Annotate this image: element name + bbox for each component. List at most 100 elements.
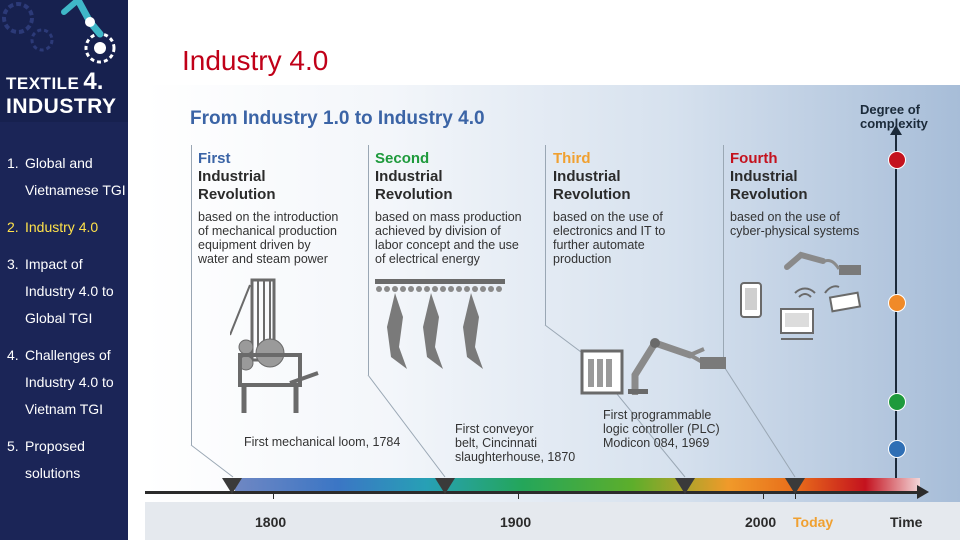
timeline-band — [145, 502, 960, 540]
logo: TEXTILE 4. INDUSTRY — [0, 0, 128, 122]
caption-line: Modicon 084, 1969 — [603, 436, 710, 450]
caption-line: slaughterhouse, 1870 — [455, 450, 576, 464]
nav-item-label-line: Global TGI — [25, 310, 93, 326]
revolution-name-line1: Industrial — [198, 168, 266, 185]
timeline-gradient — [145, 478, 920, 493]
nav-item-label-line: Proposed — [25, 438, 85, 454]
nav-item-label-line: solutions — [25, 465, 81, 481]
year-label-1900: 1900 — [500, 514, 532, 530]
sidebar-nav-item-5[interactable]: 5. Proposed solutions — [0, 433, 150, 487]
milestone-caption-conveyor: First conveyor belt, Cincinnati slaughte… — [455, 422, 575, 464]
nav-item-label-line: Industry 4.0 to — [25, 374, 114, 390]
revolution-second: Second Industrial Revolution based on ma… — [375, 150, 545, 266]
description-line: based on the introduction — [198, 210, 339, 224]
caption-line: logic controller (PLC) — [603, 422, 720, 436]
sidebar-nav-item-4[interactable]: 4. Challenges of Industry 4.0 to Vietnam TG… — [0, 342, 150, 423]
nav-item-label-line: Impact of — [25, 256, 83, 272]
revolution-ordinal: Fourth — [730, 150, 778, 167]
revolution-description: based on the use of cyber-physical syste… — [730, 210, 900, 238]
complexity-dot-second — [888, 393, 906, 411]
description-line: based on the use of — [730, 210, 840, 224]
timeline-tick — [763, 493, 764, 499]
timeline-tick — [795, 493, 796, 499]
description-line: labor concept and the use — [375, 238, 519, 252]
nav-item-number: 4. — [7, 347, 19, 363]
description-line: of electrical energy — [375, 252, 480, 266]
year-label-1800: 1800 — [255, 514, 287, 530]
sidebar-nav-item-2[interactable]: 2. Industry 4.0 — [0, 214, 150, 241]
milestone-caption-plc: First programmable logic controller (PLC… — [603, 408, 720, 450]
nav-item-number: 5. — [7, 438, 19, 454]
revolution-description: based on the use of electronics and IT t… — [553, 210, 723, 266]
gear-pattern-icon — [2, 2, 54, 52]
description-line: water and steam power — [198, 252, 328, 266]
column-divider — [368, 145, 369, 375]
sidebar-nav: 1. Global and Vietnamese TGI 2. Industry 4.0… — [0, 150, 150, 497]
timeline-arrow — [917, 485, 929, 499]
revolution-name-line1: Industrial — [375, 168, 443, 185]
infographic-panel: From Industry 1.0 to Industry 4.0 Degree… — [145, 85, 960, 540]
timeline-tick — [273, 493, 274, 499]
revolution-name-line2: Revolution — [375, 186, 453, 203]
caption-line: belt, Cincinnati — [455, 436, 537, 450]
caption-line: First programmable — [603, 408, 712, 422]
milestone-marker-today — [785, 478, 805, 494]
time-axis-label: Time — [890, 514, 923, 530]
degree-label-line1: Degree of — [860, 102, 920, 117]
revolution-third: Third Industrial Revolution based on the… — [553, 150, 723, 266]
complexity-dot-third — [888, 294, 906, 312]
logo-line1: TEXTILE — [6, 74, 80, 93]
description-line: achieved by division of — [375, 224, 501, 238]
nav-item-number: 1. — [7, 155, 19, 171]
slide-title: Industry 4.0 — [182, 45, 329, 76]
nav-item-number: 2. — [7, 219, 19, 235]
caption-line: First conveyor — [455, 422, 534, 436]
revolution-name-line2: Revolution — [553, 186, 631, 203]
nav-item-label-line: Challenges of — [25, 347, 111, 363]
nav-item-label-line: Industry 4.0 — [25, 219, 99, 235]
revolution-first: First Industrial Revolution based on the… — [198, 150, 368, 266]
plc-robot-icon — [580, 338, 726, 395]
robot-arm-icon — [61, 0, 116, 64]
caption-line: First mechanical loom, 1784 — [244, 435, 401, 449]
degree-of-complexity-label: Degree of complexity — [860, 103, 950, 131]
milestone-marker-1784 — [222, 478, 242, 494]
complexity-dot-first — [888, 440, 906, 458]
cyber-physical-icon — [740, 251, 862, 340]
nav-item-label-line: Global and — [25, 155, 93, 171]
degree-label-line2: complexity — [860, 116, 928, 131]
description-line: production — [553, 252, 612, 266]
column-divider — [191, 145, 192, 445]
revolution-name-line2: Revolution — [730, 186, 808, 203]
logo-line2: INDUSTRY — [6, 95, 117, 118]
revolution-fourth: Fourth Industrial Revolution based on th… — [730, 150, 900, 238]
revolution-name-line1: Industrial — [553, 168, 621, 185]
today-label: Today — [793, 514, 834, 530]
description-line: of mechanical production — [198, 224, 337, 238]
logo-text: TEXTILE 4. INDUSTRY — [6, 68, 117, 118]
revolution-description: based on the introduction of mechanical … — [198, 210, 368, 266]
sidebar-nav-item-3[interactable]: 3. Impact of Industry 4.0 to Global TGI — [0, 251, 150, 332]
column-divider — [723, 145, 724, 365]
nav-item-label-line: Vietnam TGI — [25, 401, 104, 417]
nav-item-label-line: Vietnamese TGI — [25, 182, 126, 198]
revolution-ordinal: Third — [553, 150, 591, 167]
description-line: based on the use of — [553, 210, 663, 224]
mechanical-loom-icon — [230, 278, 319, 413]
description-line: equipment driven by — [198, 238, 311, 252]
revolution-name-line1: Industrial — [730, 168, 798, 185]
nav-item-number: 3. — [7, 256, 19, 272]
complexity-dot-fourth — [888, 151, 906, 169]
nav-item-label-line: Industry 4.0 to — [25, 283, 114, 299]
sidebar-nav-item-1[interactable]: 1. Global and Vietnamese TGI — [0, 150, 150, 204]
logo-number: 4. — [83, 68, 104, 95]
revolution-name-line2: Revolution — [198, 186, 276, 203]
description-line: cyber-physical systems — [730, 224, 860, 238]
description-line: electronics and IT to — [553, 224, 666, 238]
milestone-marker-1969 — [675, 478, 695, 494]
infographic-title: From Industry 1.0 to Industry 4.0 — [190, 108, 485, 129]
timeline-axis — [145, 491, 920, 494]
milestone-marker-1870 — [435, 478, 455, 494]
revolution-ordinal: First — [198, 150, 231, 167]
sidebar: TEXTILE 4. INDUSTRY 1. Global and Vietnames… — [0, 0, 128, 540]
